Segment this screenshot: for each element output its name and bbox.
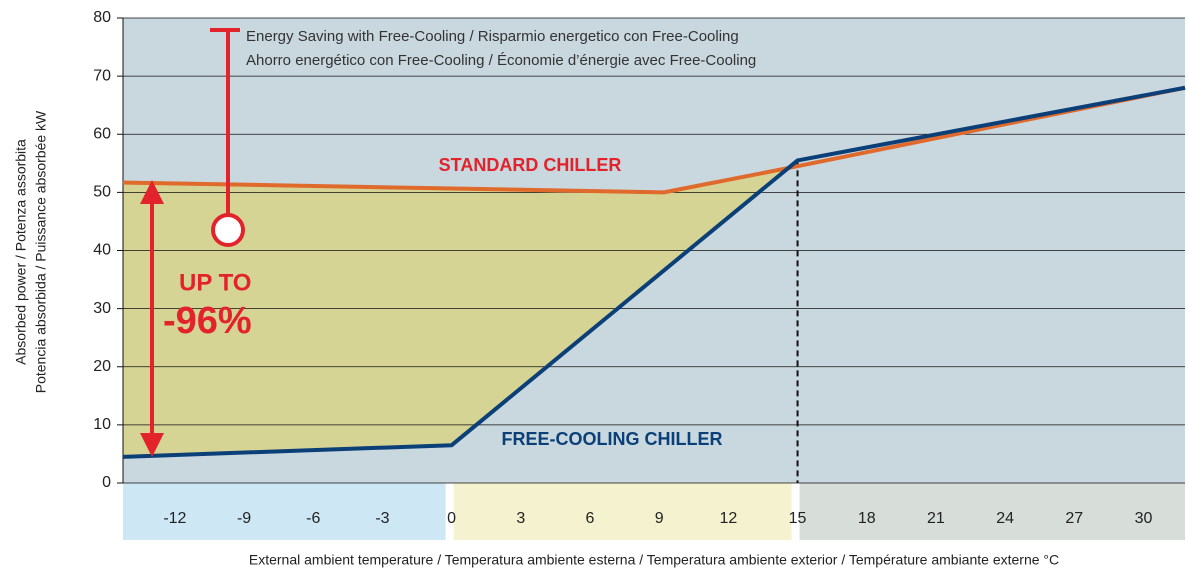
y-tick-label: 70 — [93, 67, 111, 84]
y-tick-label: 40 — [93, 242, 111, 259]
x-tick-label: 9 — [655, 510, 664, 527]
y-tick-label: 30 — [93, 300, 111, 317]
x-tick-label: -12 — [163, 510, 186, 527]
x-tick-label: -9 — [237, 510, 251, 527]
zone-mid — [453, 483, 792, 540]
y-axis-label: Potencia absorbida / Puissance absorbée … — [33, 110, 49, 393]
x-tick-label: 18 — [858, 510, 876, 527]
x-tick-label: 24 — [996, 510, 1014, 527]
series-line — [122, 85, 1186, 459]
x-tick-label: 30 — [1135, 510, 1153, 527]
x-tick-label: 15 — [789, 510, 807, 527]
x-tick-label: 21 — [927, 510, 945, 527]
saving-area — [123, 168, 789, 457]
y-tick-label: 20 — [93, 358, 111, 375]
x-tick-label: 27 — [1065, 510, 1083, 527]
annotation: Energy Saving with Free-Cooling / Rispar… — [246, 28, 739, 45]
series-line — [122, 85, 1186, 195]
x-tick-label: 12 — [719, 510, 737, 527]
y-tick-label: 60 — [93, 125, 111, 142]
x-tick-label: 0 — [447, 510, 456, 527]
arrow-head — [140, 433, 164, 457]
x-tick-label: -3 — [375, 510, 389, 527]
zone-cold — [123, 483, 446, 540]
zone-warm — [799, 483, 1185, 540]
y-tick-label: 80 — [93, 9, 111, 26]
y-tick-label: 0 — [102, 474, 111, 491]
y-tick-label: 50 — [93, 184, 111, 201]
saving-marker — [211, 213, 245, 247]
x-tick-label: 6 — [586, 510, 595, 527]
annotation: Ahorro energético con Free-Cooling / Éco… — [246, 52, 756, 69]
x-axis-label: External ambient temperature / Temperatu… — [249, 552, 1059, 568]
arrow-head — [140, 180, 164, 204]
x-tick-label: 3 — [516, 510, 525, 527]
callout: UP TO — [179, 269, 251, 296]
y-tick-label: 10 — [93, 416, 111, 433]
x-tick-label: -6 — [306, 510, 320, 527]
callout: -96% — [163, 300, 252, 342]
y-axis-label: Absorbed power / Potenza assorbita — [13, 139, 29, 365]
series-label: STANDARD CHILLER — [439, 155, 622, 175]
series-label: FREE-COOLING CHILLER — [502, 429, 723, 449]
